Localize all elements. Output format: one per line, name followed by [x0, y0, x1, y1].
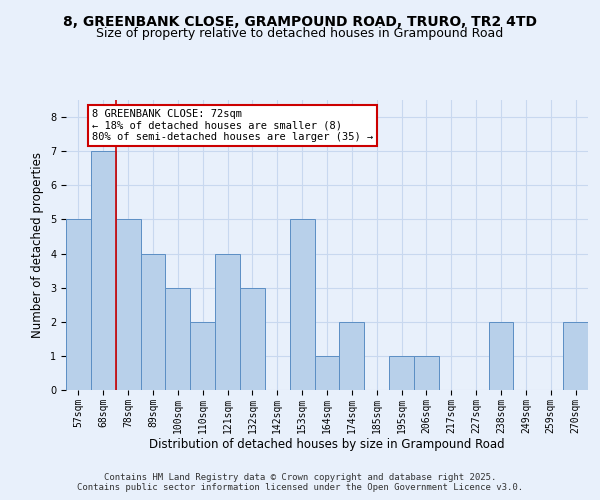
- Text: 8 GREENBANK CLOSE: 72sqm
← 18% of detached houses are smaller (8)
80% of semi-de: 8 GREENBANK CLOSE: 72sqm ← 18% of detach…: [92, 108, 373, 142]
- Bar: [488, 322, 514, 390]
- Bar: [140, 254, 166, 390]
- Bar: [389, 356, 414, 390]
- Bar: [240, 288, 265, 390]
- Text: Size of property relative to detached houses in Grampound Road: Size of property relative to detached ho…: [97, 28, 503, 40]
- X-axis label: Distribution of detached houses by size in Grampound Road: Distribution of detached houses by size …: [149, 438, 505, 452]
- Bar: [314, 356, 340, 390]
- Bar: [116, 220, 140, 390]
- Bar: [215, 254, 240, 390]
- Bar: [563, 322, 588, 390]
- Y-axis label: Number of detached properties: Number of detached properties: [31, 152, 44, 338]
- Bar: [414, 356, 439, 390]
- Bar: [166, 288, 190, 390]
- Bar: [290, 220, 314, 390]
- Bar: [190, 322, 215, 390]
- Text: 8, GREENBANK CLOSE, GRAMPOUND ROAD, TRURO, TR2 4TD: 8, GREENBANK CLOSE, GRAMPOUND ROAD, TRUR…: [63, 15, 537, 29]
- Bar: [340, 322, 364, 390]
- Bar: [91, 151, 116, 390]
- Bar: [66, 220, 91, 390]
- Text: Contains HM Land Registry data © Crown copyright and database right 2025.
Contai: Contains HM Land Registry data © Crown c…: [77, 473, 523, 492]
